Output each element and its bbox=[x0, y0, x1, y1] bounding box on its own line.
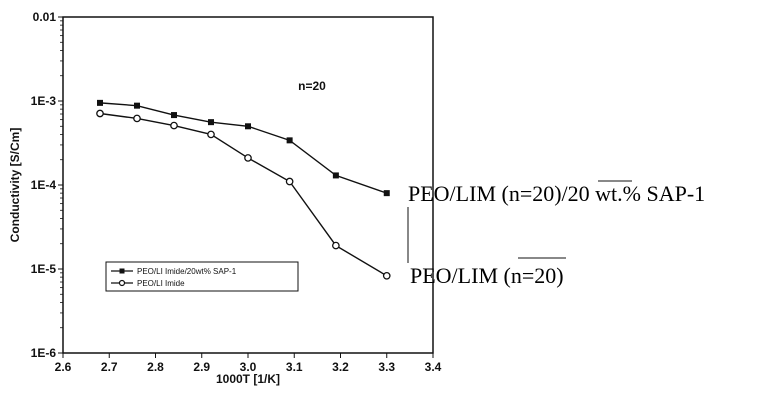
n-annotation: n=20 bbox=[298, 79, 326, 93]
legend-label-imide: PEO/LI Imide bbox=[137, 279, 185, 288]
x-tick-label: 3.0 bbox=[240, 360, 257, 374]
legend-marker-square bbox=[119, 268, 125, 274]
data-point-square bbox=[208, 119, 214, 126]
data-point-square bbox=[332, 172, 339, 179]
data-point-square bbox=[97, 99, 103, 106]
data-point-circle bbox=[382, 271, 391, 280]
data-point-circle bbox=[170, 121, 178, 130]
x-tick-label: 2.9 bbox=[193, 360, 210, 374]
legend: PEO/LI Imide/20wt% SAP-1 PEO/LI Imide bbox=[105, 261, 299, 292]
x-tick-label: 2.6 bbox=[55, 360, 72, 374]
data-point-square bbox=[383, 190, 390, 197]
y-tick-label: 1E-6 bbox=[31, 346, 57, 360]
legend-box bbox=[105, 261, 299, 292]
legend-marker-circle bbox=[118, 279, 126, 287]
x-tick-label: 2.8 bbox=[147, 360, 164, 374]
data-point-circle bbox=[133, 114, 141, 123]
x-tick-label: 3.4 bbox=[425, 360, 442, 374]
series-label-bottom: PEO/LIM (n=20) bbox=[410, 263, 564, 288]
x-tick-label: 2.7 bbox=[101, 360, 118, 374]
series-layer bbox=[96, 99, 391, 280]
y-tick-label: 1E-5 bbox=[31, 262, 57, 276]
x-axis-label: 1000T [1/K] bbox=[216, 372, 280, 386]
data-point-circle bbox=[207, 130, 215, 139]
series-label-top: PEO/LIM (n=20)/20 wt.% SAP-1 bbox=[408, 181, 705, 206]
y-axis-ticks: 0.01 1E-3 1E-4 1E-5 1E-6 bbox=[31, 10, 63, 360]
data-point-circle bbox=[285, 177, 294, 186]
y-tick-label: 1E-3 bbox=[31, 94, 57, 108]
x-tick-label: 3.2 bbox=[332, 360, 349, 374]
series-line-sap bbox=[99, 102, 387, 194]
plot-frame bbox=[62, 16, 434, 354]
data-point-square bbox=[245, 123, 251, 130]
data-point-circle bbox=[244, 154, 252, 162]
data-point-square bbox=[286, 137, 293, 144]
y-axis-label: Conductivity [S/Cm] bbox=[8, 128, 22, 243]
y-tick-label: 1E-4 bbox=[31, 178, 57, 192]
x-tick-label: 3.3 bbox=[378, 360, 395, 374]
data-point-square bbox=[171, 112, 177, 119]
x-axis-ticks: 2.6 2.7 2.8 2.9 3.0 3.1 3.2 3.3 3.4 bbox=[55, 353, 442, 374]
series-line-imide bbox=[99, 112, 388, 277]
y-tick-label: 0.01 bbox=[33, 10, 57, 24]
data-point-square bbox=[134, 102, 140, 109]
data-point-circle bbox=[332, 241, 340, 250]
data-point-circle bbox=[96, 109, 104, 118]
x-tick-label: 3.1 bbox=[286, 360, 303, 374]
legend-label-sap: PEO/LI Imide/20wt% SAP-1 bbox=[137, 267, 237, 276]
